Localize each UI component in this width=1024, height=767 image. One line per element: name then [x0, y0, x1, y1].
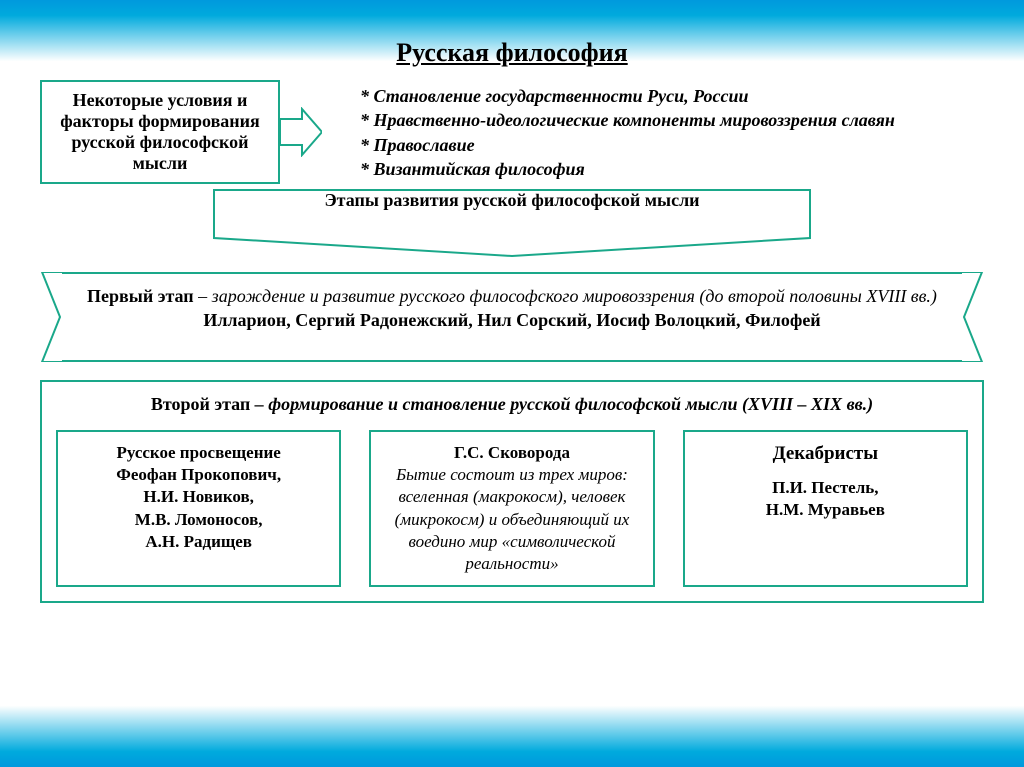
stage1-left-notch-icon [40, 272, 62, 362]
stage2-columns: Русское просвещение Феофан Прокопович, Н… [56, 430, 968, 587]
factors-row: Некоторые условия и факторы формирования… [40, 80, 984, 184]
factors-list: * Становление государственности Руси, Ро… [290, 80, 895, 181]
stage2-dash: – [250, 394, 268, 414]
stage1-desc: зарождение и развитие русского философск… [212, 286, 937, 306]
slide-title: Русская философия [40, 38, 984, 68]
stage2-desc: формирование и становление русской филос… [268, 394, 873, 414]
spacer [695, 467, 956, 477]
factor-3: * Православие [360, 133, 895, 157]
stage1-label: Первый этап [87, 286, 194, 306]
factors-box-text: Некоторые условия и факторы формирования… [60, 90, 260, 173]
col3-title: Декабристы [695, 442, 956, 467]
slide-container: Русская философия Некоторые условия и фа… [40, 38, 984, 729]
arrow-right-icon [280, 107, 322, 157]
stage2-label: Второй этап [151, 394, 250, 414]
factor-4: * Византийская философия [360, 157, 895, 181]
col2-desc: Бытие состоит из трех миров: вселенная (… [381, 464, 642, 574]
col3-names: П.И. Пестель, Н.М. Муравьев [695, 477, 956, 521]
stage1-right-notch-icon [962, 272, 984, 362]
stages-down-arrow: Этапы развития русской философской мысли [212, 188, 812, 258]
stage1-names: Илларион, Сергий Радонежский, Нил Сорски… [203, 310, 820, 330]
factor-1: * Становление государственности Руси, Ро… [360, 84, 895, 108]
col1-names: Феофан Прокопович, Н.И. Новиков, М.В. Ло… [68, 464, 329, 552]
stage1-content: Первый этап – зарождение и развитие русс… [62, 272, 962, 362]
stage2-header: Второй этап – формирование и становление… [56, 392, 968, 416]
stage1-dash: – [194, 286, 212, 306]
stage2-box: Второй этап – формирование и становление… [40, 380, 984, 603]
stages-label: Этапы развития русской философской мысли [212, 190, 812, 211]
factors-box: Некоторые условия и факторы формирования… [40, 80, 280, 184]
col1-title: Русское просвещение [68, 442, 329, 464]
col2-title: Г.С. Сковорода [381, 442, 642, 464]
stage2-col2: Г.С. Сковорода Бытие состоит из трех мир… [369, 430, 654, 587]
stage2-col1: Русское просвещение Феофан Прокопович, Н… [56, 430, 341, 587]
stage1-box: Первый этап – зарождение и развитие русс… [40, 272, 984, 362]
factor-2: * Нравственно-идеологические компоненты … [360, 108, 895, 132]
stage2-col3: Декабристы П.И. Пестель, Н.М. Муравьев [683, 430, 968, 587]
